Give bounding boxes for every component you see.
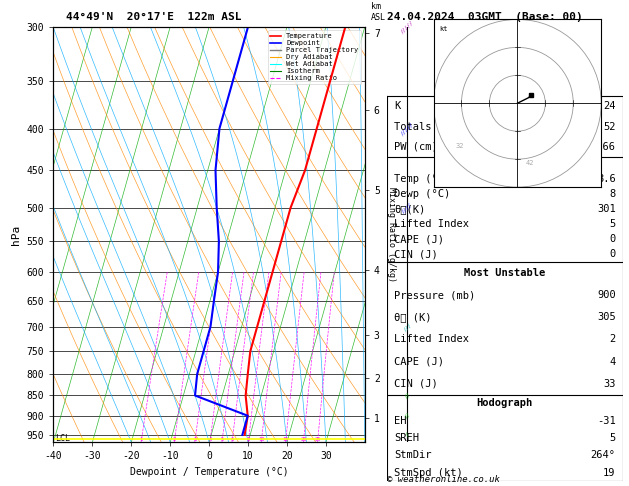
Text: CAPE (J): CAPE (J) xyxy=(394,357,444,366)
Legend: Temperature, Dewpoint, Parcel Trajectory, Dry Adiabat, Wet Adiabat, Isotherm, Mi: Temperature, Dewpoint, Parcel Trajectory… xyxy=(267,30,361,84)
Text: 19: 19 xyxy=(603,468,616,478)
Text: 32: 32 xyxy=(456,143,464,149)
Text: ////: //// xyxy=(401,201,414,214)
Text: 5: 5 xyxy=(220,437,223,442)
Text: 0: 0 xyxy=(610,234,616,244)
Text: 15: 15 xyxy=(282,437,289,442)
Text: /: / xyxy=(404,432,410,438)
Text: 3: 3 xyxy=(193,437,196,442)
Text: Temp (°C): Temp (°C) xyxy=(394,174,450,184)
Text: Lifted Index: Lifted Index xyxy=(394,219,469,229)
Text: CAPE (J): CAPE (J) xyxy=(394,234,444,244)
Text: /////: ///// xyxy=(400,19,415,34)
Text: 2: 2 xyxy=(610,334,616,345)
Text: 8: 8 xyxy=(247,437,250,442)
Text: 5: 5 xyxy=(610,433,616,443)
Text: SREH: SREH xyxy=(394,433,419,443)
Text: Mixing Ratio (g/kg): Mixing Ratio (g/kg) xyxy=(387,187,396,282)
Text: //: // xyxy=(403,412,411,420)
Text: Most Unstable: Most Unstable xyxy=(464,268,545,278)
Text: Lifted Index: Lifted Index xyxy=(394,334,469,345)
Text: 44°49'N  20°17'E  122m ASL: 44°49'N 20°17'E 122m ASL xyxy=(66,12,242,22)
Text: © weatheronline.co.uk: © weatheronline.co.uk xyxy=(387,474,499,484)
Text: 0: 0 xyxy=(610,249,616,260)
Text: 25: 25 xyxy=(314,437,321,442)
Text: 10: 10 xyxy=(258,437,264,442)
Text: -31: -31 xyxy=(597,416,616,426)
X-axis label: Dewpoint / Temperature (°C): Dewpoint / Temperature (°C) xyxy=(130,467,289,477)
Text: 4: 4 xyxy=(610,357,616,366)
Text: km
ASL: km ASL xyxy=(371,2,386,22)
Text: 1: 1 xyxy=(140,437,143,442)
Text: 2: 2 xyxy=(172,437,176,442)
Text: EH: EH xyxy=(394,416,406,426)
Text: ///: /// xyxy=(402,322,413,332)
Text: CIN (J): CIN (J) xyxy=(394,249,438,260)
Text: Dewp (°C): Dewp (°C) xyxy=(394,190,450,199)
Text: 24.04.2024  03GMT  (Base: 00): 24.04.2024 03GMT (Base: 00) xyxy=(387,12,582,22)
Text: 42: 42 xyxy=(526,160,534,166)
Text: 8.6: 8.6 xyxy=(597,174,616,184)
Text: 20: 20 xyxy=(300,437,306,442)
Text: 301: 301 xyxy=(597,205,616,214)
Text: K: K xyxy=(394,102,400,111)
Text: StmSpd (kt): StmSpd (kt) xyxy=(394,468,463,478)
Text: CIN (J): CIN (J) xyxy=(394,379,438,389)
Text: 33: 33 xyxy=(603,379,616,389)
Text: Hodograph: Hodograph xyxy=(477,399,533,408)
Text: kt: kt xyxy=(439,26,448,32)
Text: 264°: 264° xyxy=(591,450,616,460)
Text: Totals Totals: Totals Totals xyxy=(394,122,475,132)
Text: θᴄ (K): θᴄ (K) xyxy=(394,312,431,322)
Text: 4: 4 xyxy=(208,437,211,442)
Text: 1.66: 1.66 xyxy=(591,142,616,152)
Text: Pressure (mb): Pressure (mb) xyxy=(394,290,475,300)
Text: 8: 8 xyxy=(610,190,616,199)
Text: 52: 52 xyxy=(603,122,616,132)
Text: //: // xyxy=(403,391,411,399)
Text: PW (cm): PW (cm) xyxy=(394,142,438,152)
Text: Surface: Surface xyxy=(483,159,526,170)
Text: 6: 6 xyxy=(230,437,233,442)
Text: 305: 305 xyxy=(597,312,616,322)
Text: LCL: LCL xyxy=(55,434,70,443)
Text: 900: 900 xyxy=(597,290,616,300)
Text: 24: 24 xyxy=(603,102,616,111)
Text: /////: ///// xyxy=(400,121,415,136)
Text: StmDir: StmDir xyxy=(394,450,431,460)
Text: θᴄ(K): θᴄ(K) xyxy=(394,205,425,214)
Y-axis label: hPa: hPa xyxy=(11,225,21,244)
Text: 5: 5 xyxy=(610,219,616,229)
